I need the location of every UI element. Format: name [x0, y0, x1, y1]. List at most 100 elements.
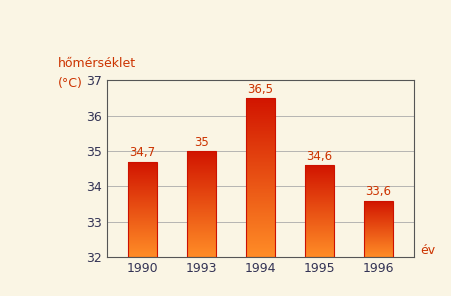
Bar [246, 168, 275, 169]
Bar [305, 211, 334, 212]
Bar [246, 214, 275, 215]
Bar [128, 225, 157, 226]
Bar [246, 233, 275, 234]
Bar [246, 195, 275, 196]
Bar [246, 158, 275, 159]
Bar [246, 137, 275, 138]
Bar [305, 180, 334, 181]
Text: (°C): (°C) [58, 77, 83, 90]
Bar [246, 131, 275, 132]
Bar [246, 154, 275, 155]
Bar [128, 163, 157, 164]
Bar [128, 187, 157, 188]
Bar [305, 201, 334, 202]
Bar [305, 221, 334, 222]
Bar [128, 230, 157, 231]
Bar [128, 190, 157, 191]
Bar [246, 231, 275, 232]
Bar [305, 210, 334, 211]
Bar [187, 226, 216, 227]
Bar [128, 168, 157, 169]
Bar [187, 224, 216, 225]
Bar [187, 237, 216, 238]
Bar [128, 184, 157, 185]
Bar [187, 183, 216, 184]
Bar [305, 207, 334, 208]
Bar [305, 178, 334, 179]
Bar [187, 174, 216, 175]
Bar [187, 194, 216, 195]
Bar [305, 203, 334, 204]
Bar [246, 140, 275, 141]
Bar [305, 185, 334, 186]
Bar [246, 162, 275, 163]
Bar [246, 117, 275, 118]
Bar [187, 242, 216, 243]
Bar [187, 203, 216, 204]
Bar [246, 220, 275, 221]
Bar [305, 250, 334, 251]
Bar [246, 201, 275, 202]
Bar [128, 194, 157, 195]
Bar [246, 107, 275, 108]
Bar [246, 110, 275, 111]
Bar [246, 252, 275, 253]
Bar [305, 216, 334, 217]
Bar [187, 253, 216, 254]
Bar [128, 234, 157, 235]
Bar [305, 199, 334, 200]
Bar [128, 162, 157, 257]
Bar [128, 241, 157, 242]
Bar [305, 169, 334, 170]
Bar [246, 229, 275, 230]
Bar [187, 173, 216, 174]
Bar [246, 226, 275, 227]
Bar [305, 209, 334, 210]
Bar [246, 186, 275, 187]
Bar [246, 176, 275, 177]
Bar [305, 232, 334, 233]
Bar [187, 188, 216, 189]
Bar [187, 182, 216, 183]
Bar [246, 216, 275, 217]
Bar [246, 151, 275, 152]
Bar [187, 228, 216, 229]
Bar [246, 106, 275, 107]
Bar [246, 219, 275, 220]
Bar [187, 192, 216, 193]
Bar [187, 161, 216, 162]
Bar [246, 173, 275, 174]
Bar [128, 208, 157, 209]
Bar [187, 217, 216, 218]
Bar [305, 256, 334, 257]
Bar [246, 218, 275, 219]
Bar [246, 163, 275, 164]
Bar [128, 249, 157, 250]
Bar [128, 220, 157, 221]
Bar [305, 191, 334, 192]
Bar [128, 219, 157, 220]
Bar [187, 163, 216, 164]
Bar [305, 244, 334, 245]
Bar [187, 205, 216, 206]
Bar [128, 197, 157, 198]
Bar [305, 234, 334, 235]
Bar [187, 170, 216, 171]
Bar [305, 243, 334, 244]
Bar [246, 116, 275, 117]
Bar [246, 248, 275, 249]
Bar [187, 233, 216, 234]
Bar [187, 180, 216, 181]
Bar [128, 176, 157, 177]
Bar [187, 178, 216, 179]
Bar [187, 239, 216, 240]
Bar [246, 202, 275, 203]
Bar [305, 173, 334, 174]
Bar [305, 255, 334, 256]
Bar [305, 242, 334, 243]
Bar [305, 226, 334, 227]
Bar [128, 180, 157, 181]
Bar [187, 176, 216, 177]
Bar [305, 193, 334, 194]
Bar [246, 240, 275, 241]
